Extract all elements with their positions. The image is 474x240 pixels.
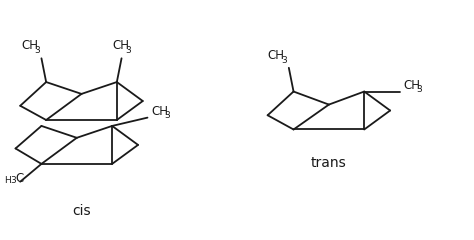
Text: 3: 3 xyxy=(10,176,16,185)
Text: cis: cis xyxy=(72,204,91,218)
Text: 3: 3 xyxy=(417,85,422,94)
Text: 3: 3 xyxy=(125,46,131,55)
Text: H: H xyxy=(4,176,10,185)
Text: CH: CH xyxy=(268,49,284,62)
Text: 3: 3 xyxy=(35,46,40,55)
Text: CH: CH xyxy=(21,39,38,52)
Text: CH: CH xyxy=(112,39,129,52)
Text: trans: trans xyxy=(311,156,347,170)
Text: CH: CH xyxy=(403,78,420,91)
Text: 3: 3 xyxy=(164,111,170,120)
Text: 3: 3 xyxy=(281,56,287,65)
Text: CH: CH xyxy=(151,105,168,118)
Text: C: C xyxy=(16,172,24,185)
